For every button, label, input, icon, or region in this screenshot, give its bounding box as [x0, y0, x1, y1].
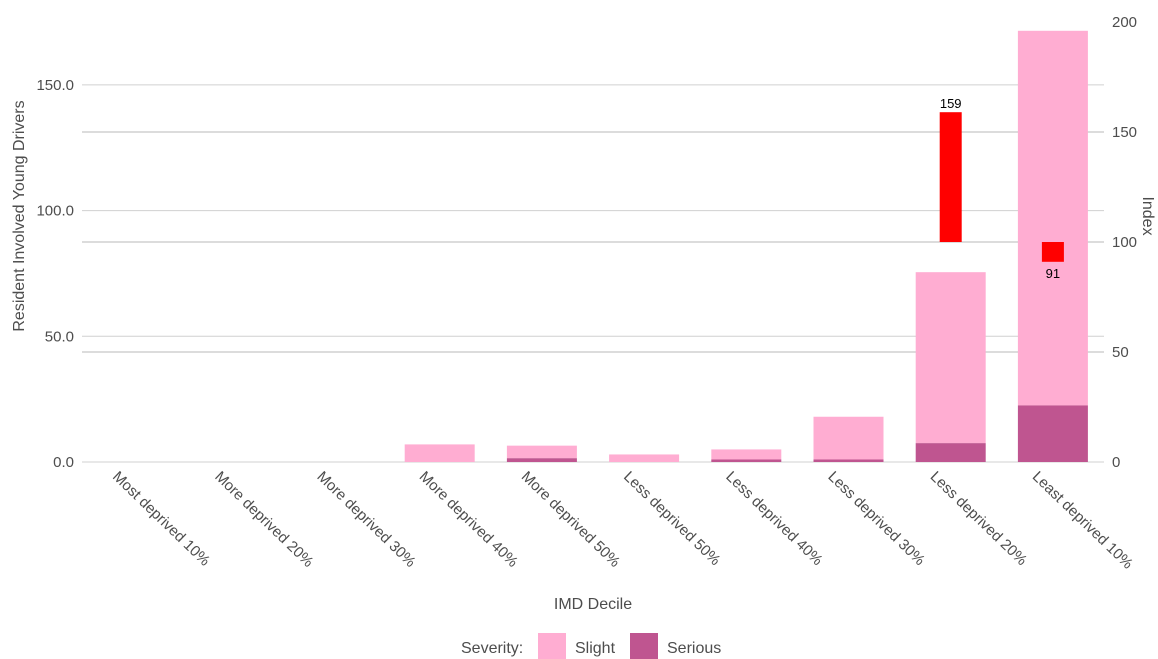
legend-label-slight: Slight — [575, 640, 616, 657]
legend-label-serious: Serious — [667, 640, 721, 657]
bar-serious — [915, 443, 986, 462]
index-label: 159 — [940, 96, 962, 111]
y2-tick-label: 100 — [1112, 234, 1137, 251]
bar-serious — [1017, 405, 1088, 462]
legend: Severity: Slight Serious — [461, 633, 721, 659]
x-tick-label: More deprived 40% — [416, 468, 521, 571]
index-bar — [1041, 242, 1064, 262]
bar-slight — [813, 416, 884, 460]
index-bar — [939, 112, 962, 242]
x-tick-label: Most deprived 10% — [109, 468, 213, 569]
gridlines — [82, 84, 1104, 463]
y-axis-title: Resident Involved Young Drivers — [11, 100, 28, 331]
x-tick-label: More deprived 50% — [518, 468, 623, 571]
y2-tick-label: 200 — [1112, 14, 1137, 31]
x-tick-label: Less deprived 40% — [722, 468, 826, 569]
bar-slight — [609, 454, 680, 462]
bar-slight — [506, 445, 577, 459]
bar-slight — [915, 272, 986, 444]
index-label: 91 — [1046, 266, 1060, 281]
y-tick-label: 100.0 — [36, 203, 74, 220]
legend-title: Severity: — [461, 640, 523, 657]
bar-serious — [813, 459, 884, 462]
legend-swatch-serious — [630, 633, 658, 659]
index-markers: 159 91 — [939, 96, 1064, 281]
bars — [404, 30, 1088, 462]
x-tick-label: Least deprived 10% — [1029, 468, 1136, 572]
bar-slight — [711, 449, 782, 460]
bar-serious — [506, 458, 577, 462]
y2-tick-label: 0 — [1112, 454, 1120, 471]
x-tick-label: More deprived 20% — [211, 468, 316, 571]
x-axis-title: IMD Decile — [554, 596, 632, 613]
y2-tick-label: 150 — [1112, 124, 1137, 141]
bar-slight — [1017, 30, 1088, 406]
legend-swatch-slight — [538, 633, 566, 659]
y2-axis-title: Index — [1139, 196, 1156, 235]
x-tick-label: Less deprived 50% — [620, 468, 724, 569]
y-tick-label: 150.0 — [36, 77, 74, 94]
y-tick-label: 50.0 — [45, 328, 74, 345]
bar-slight — [404, 444, 475, 462]
x-tick-label: More deprived 30% — [313, 468, 418, 571]
x-tick-label: Less deprived 20% — [927, 468, 1031, 569]
x-tick-label: Less deprived 30% — [824, 468, 928, 569]
bar-serious — [711, 459, 782, 462]
y2-tick-label: 50 — [1112, 344, 1129, 361]
y-tick-label: 0.0 — [53, 454, 74, 471]
